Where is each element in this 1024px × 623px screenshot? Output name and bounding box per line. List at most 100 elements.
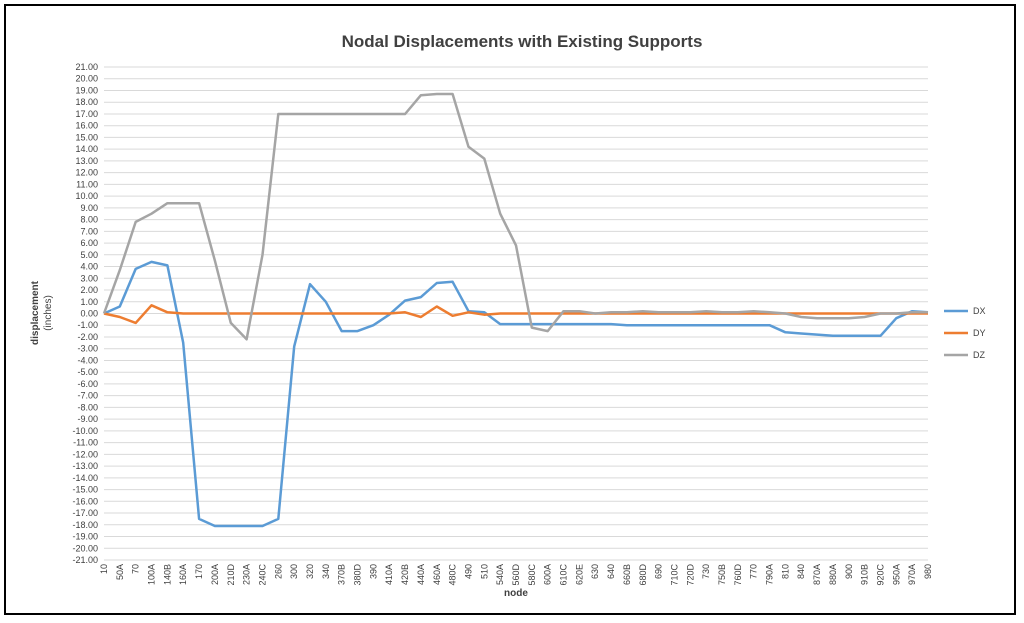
y-tick-label: 3.00	[80, 273, 98, 283]
x-tick-label: 480C	[448, 563, 458, 585]
y-tick-label: 17.00	[75, 109, 98, 119]
y-tick-label: 19.00	[75, 85, 98, 95]
x-tick-label: 950A	[891, 564, 901, 585]
y-tick-label: -9.00	[77, 414, 98, 424]
x-tick-label: 770	[749, 564, 759, 579]
x-tick-label: 320	[305, 564, 315, 579]
y-tick-label: 10.00	[75, 191, 98, 201]
x-tick-label: 170	[194, 564, 204, 579]
x-tick-label: 710C	[669, 563, 679, 585]
y-axis-unit: (inches)	[43, 295, 54, 331]
x-tick-label: 300	[289, 564, 299, 579]
y-tick-label: -17.00	[72, 508, 98, 518]
x-tick-label: 160A	[178, 564, 188, 585]
x-tick-label: 10	[99, 564, 109, 574]
x-tick-label: 920C	[875, 563, 885, 585]
x-tick-label: 340	[321, 564, 331, 579]
y-tick-label: -10.00	[72, 426, 98, 436]
y-tick-label: 11.00	[76, 179, 98, 189]
x-tick-label: 50A	[115, 564, 125, 580]
x-tick-label: 760D	[733, 563, 743, 585]
y-tick-label: 14.00	[75, 144, 98, 154]
legend: DX DY DZ	[944, 306, 986, 360]
y-tick-label: 8.00	[80, 215, 98, 225]
y-tick-label: -15.00	[72, 485, 98, 495]
x-tick-label: 210D	[226, 563, 236, 585]
x-tick-label: 440A	[416, 564, 426, 585]
legend-label-dy: DY	[973, 328, 986, 338]
x-axis-ticks: 10 50A 70 100A 140B 160A 170 200A 210D 230A 240C 26…	[99, 563, 933, 585]
y-tick-label: 0.00	[80, 309, 98, 319]
y-tick-label: 18.00	[75, 97, 98, 107]
x-tick-label: 580C	[527, 563, 537, 585]
y-tick-label: -7.00	[77, 391, 98, 401]
legend-label-dz: DZ	[973, 350, 985, 360]
y-axis-title: displacement (inches)	[30, 280, 54, 345]
x-tick-label: 810	[780, 564, 790, 579]
y-axis-label: displacement	[30, 280, 41, 345]
y-axis-ticks: -21.00 -20.00-19.00 -18.00 -17.00 -16.00-15.…	[72, 62, 98, 565]
y-tick-label: -8.00	[77, 402, 98, 412]
x-tick-label: 200A	[210, 564, 220, 585]
y-tick-label: 5.00	[80, 250, 98, 260]
x-tick-label: 750B	[717, 564, 727, 585]
x-tick-label: 910B	[860, 564, 870, 585]
x-tick-label: 630	[590, 564, 600, 579]
x-tick-label: 260	[273, 564, 283, 579]
x-tick-label: 840	[796, 564, 806, 579]
series-line-dz	[102, 92, 928, 341]
y-tick-label: -14.00	[72, 473, 98, 483]
x-axis-label: node	[504, 588, 528, 599]
y-tick-label: -2.00	[77, 332, 98, 342]
y-tick-label: -3.00	[77, 344, 98, 354]
x-tick-label: 970A	[907, 564, 917, 585]
x-tick-label: 100A	[147, 564, 157, 585]
y-tick-label: 6.00	[80, 238, 98, 248]
x-tick-label: 540A	[495, 564, 505, 585]
y-tick-label: 9.00	[80, 203, 98, 213]
chart-title: Nodal Displacements with Existing Suppor…	[342, 32, 703, 51]
y-tick-label: 2.00	[80, 285, 98, 295]
y-tick-label: 15.00	[75, 132, 98, 142]
series-line-dx	[103, 260, 929, 528]
x-tick-label: 610C	[559, 563, 569, 585]
y-tick-label: -12.00	[72, 449, 98, 459]
y-tick-label: 4.00	[80, 262, 98, 272]
x-tick-label: 490	[463, 564, 473, 579]
y-tick-label: -19.00	[72, 532, 98, 542]
y-tick-label: 21.00	[75, 62, 98, 72]
y-tick-label: 1.00	[80, 297, 98, 307]
x-tick-label: 230A	[242, 564, 252, 585]
y-tick-label: -4.00	[77, 355, 98, 365]
x-tick-label: 70	[131, 564, 141, 574]
x-tick-label: 660B	[622, 564, 632, 585]
y-tick-label: -5.00	[77, 367, 98, 377]
y-tick-label: 7.00	[80, 226, 98, 236]
x-tick-label: 620E	[574, 564, 584, 585]
x-tick-label: 390	[368, 564, 378, 579]
y-tick-label: 13.00	[75, 156, 98, 166]
gridlines	[104, 66, 928, 561]
x-tick-label: 980	[923, 564, 933, 579]
x-tick-label: 370B	[337, 564, 347, 585]
x-tick-label: 720D	[685, 563, 695, 585]
x-tick-label: 600A	[543, 564, 553, 585]
x-tick-label: 140B	[162, 564, 172, 585]
x-tick-label: 680D	[638, 563, 648, 585]
x-tick-label: 460A	[432, 564, 442, 585]
y-tick-label: -13.00	[72, 461, 98, 471]
legend-label-dx: DX	[973, 306, 986, 316]
x-tick-label: 380D	[353, 563, 363, 585]
x-tick-label: 790A	[765, 564, 775, 585]
x-tick-label: 870A	[812, 564, 822, 585]
y-tick-label: 20.00	[75, 74, 98, 84]
x-tick-label: 730	[701, 564, 711, 579]
x-tick-label: 880A	[828, 564, 838, 585]
x-tick-label: 640	[606, 564, 616, 579]
x-tick-label: 560D	[511, 563, 521, 585]
y-tick-label: -18.00	[72, 520, 98, 530]
y-tick-label: 12.00	[75, 168, 98, 178]
y-tick-label: 16.00	[75, 121, 98, 131]
x-tick-label: 410A	[384, 564, 394, 585]
series-lines	[102, 92, 929, 528]
